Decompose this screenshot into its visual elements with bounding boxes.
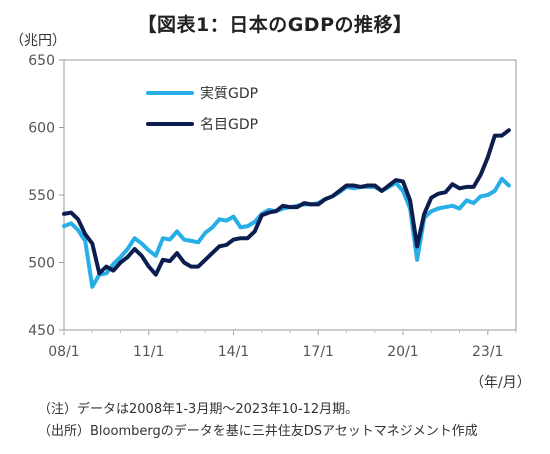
x-axis-ticks: 08/1 11/1 14/1 17/1 20/1 23/1 (48, 330, 517, 360)
y-tick-label: 650 (28, 53, 55, 69)
x-tick-label: 08/1 (48, 344, 79, 360)
plot-area-frame (63, 59, 517, 331)
nominal-gdp-line (62, 128, 511, 277)
y-tick-label: 450 (28, 323, 55, 339)
y-axis-unit-label: （兆円） (10, 33, 66, 49)
chart-title: 【図表1：日本のGDPの推移】 (137, 14, 413, 36)
legend-label: 実質GDP (200, 86, 258, 102)
y-axis-ticks: 450 500 550 600 650 (28, 53, 64, 339)
x-tick-label: 20/1 (387, 344, 418, 360)
note-period: （注）データは2008年1-3月期～2023年10-12月期。 (38, 402, 359, 417)
x-tick-label: 17/1 (303, 344, 334, 360)
legend-label: 名目GDP (200, 117, 258, 133)
y-tick-label: 600 (28, 121, 55, 137)
y-tick-label: 550 (28, 188, 55, 204)
series-lines (62, 128, 511, 289)
x-tick-label: 14/1 (218, 344, 249, 360)
x-tick-label: 23/1 (472, 344, 503, 360)
real-gdp-line (62, 176, 511, 289)
x-axis-unit-label: （年/月） (470, 375, 531, 391)
x-tick-label: 11/1 (133, 344, 164, 360)
y-tick-label: 500 (28, 256, 55, 272)
legend: 実質GDP 名目GDP (146, 86, 258, 133)
note-source: （出所）Bloombergのデータを基に三井住友DSアセットマネジメント作成 (38, 424, 478, 439)
